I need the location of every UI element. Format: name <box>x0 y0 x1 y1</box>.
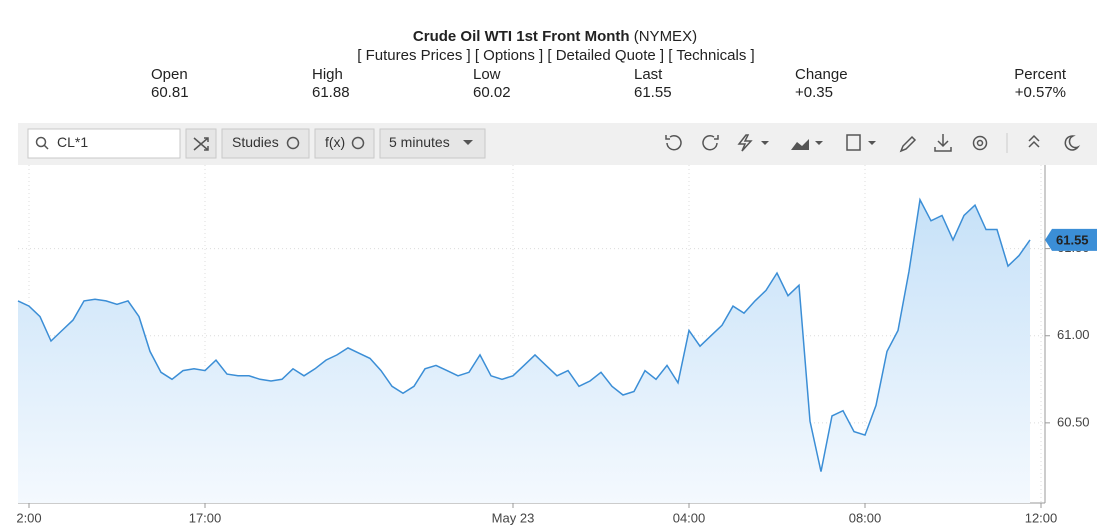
draw-icon[interactable] <box>737 134 753 152</box>
collapse-icon[interactable] <box>1028 134 1040 148</box>
search-box[interactable] <box>27 128 181 159</box>
undo-icon[interactable] <box>665 135 682 151</box>
theme-icon[interactable] <box>1064 135 1081 151</box>
download-icon[interactable] <box>934 134 952 152</box>
plus-icon <box>351 136 365 150</box>
stat-label: Low <box>473 66 501 83</box>
chart-type-icon[interactable] <box>791 139 809 150</box>
search-text[interactable]: CL*1 <box>57 134 88 150</box>
search-icon <box>43 144 49 150</box>
x-tick-label: 08:00 <box>849 510 882 525</box>
button-label[interactable]: 5 minutes <box>389 134 450 150</box>
button-label[interactable]: f(x) <box>325 134 345 150</box>
layout-icon[interactable] <box>846 134 861 151</box>
exchange: (NYMEX) <box>634 28 697 45</box>
dropdown-icon <box>463 140 473 145</box>
stat-value: +0.35 <box>795 84 833 101</box>
stat-value: 60.02 <box>473 84 511 101</box>
quote-title: Crude Oil WTI 1st Front Month (NYMEX) <box>413 28 697 45</box>
stat-label: High <box>312 66 343 83</box>
x-tick-label: 04:00 <box>673 510 706 525</box>
y-tick-label: 61.00 <box>1057 327 1090 342</box>
dropdown-icon <box>761 141 769 145</box>
search-icon <box>35 136 47 148</box>
studies-button[interactable] <box>221 128 310 159</box>
area <box>18 199 1030 504</box>
plus-icon <box>286 136 300 150</box>
stat-value: 61.88 <box>312 84 350 101</box>
dropdown-icon <box>868 141 876 145</box>
price-tag-label: 61.55 <box>1056 232 1089 247</box>
toolbar-icons[interactable] <box>665 133 1081 153</box>
x-tick-label: May 23 <box>492 510 535 525</box>
stat-label: Change <box>795 66 848 83</box>
pencil-icon[interactable] <box>899 135 917 153</box>
y-tick-label: 60.50 <box>1057 414 1090 429</box>
stat-label: Last <box>634 66 663 83</box>
stat-value: +0.57% <box>1015 84 1066 101</box>
button-label[interactable]: Studies <box>232 134 279 150</box>
settings-icon[interactable] <box>972 135 988 151</box>
title: Crude Oil WTI 1st Front Month <box>413 28 630 45</box>
redo-icon[interactable] <box>702 135 719 151</box>
stat-label: Percent <box>1014 66 1067 83</box>
price-tag <box>1045 228 1097 251</box>
x-tick-label: 12:00 <box>1025 510 1058 525</box>
stat-value: 60.81 <box>151 84 189 101</box>
stat-label: Open <box>151 66 188 83</box>
price-line <box>17 197 1031 472</box>
dropdown-icon <box>815 141 823 145</box>
stat-value: 61.55 <box>634 84 672 101</box>
nav-links[interactable]: [ Futures Prices ] [ Options ] [ Detaile… <box>357 47 754 64</box>
x-tick-label: 17:00 <box>189 510 222 525</box>
compare-icon <box>193 137 209 151</box>
settings-icon <box>976 139 984 147</box>
x-tick-label: 2:00 <box>16 510 41 525</box>
